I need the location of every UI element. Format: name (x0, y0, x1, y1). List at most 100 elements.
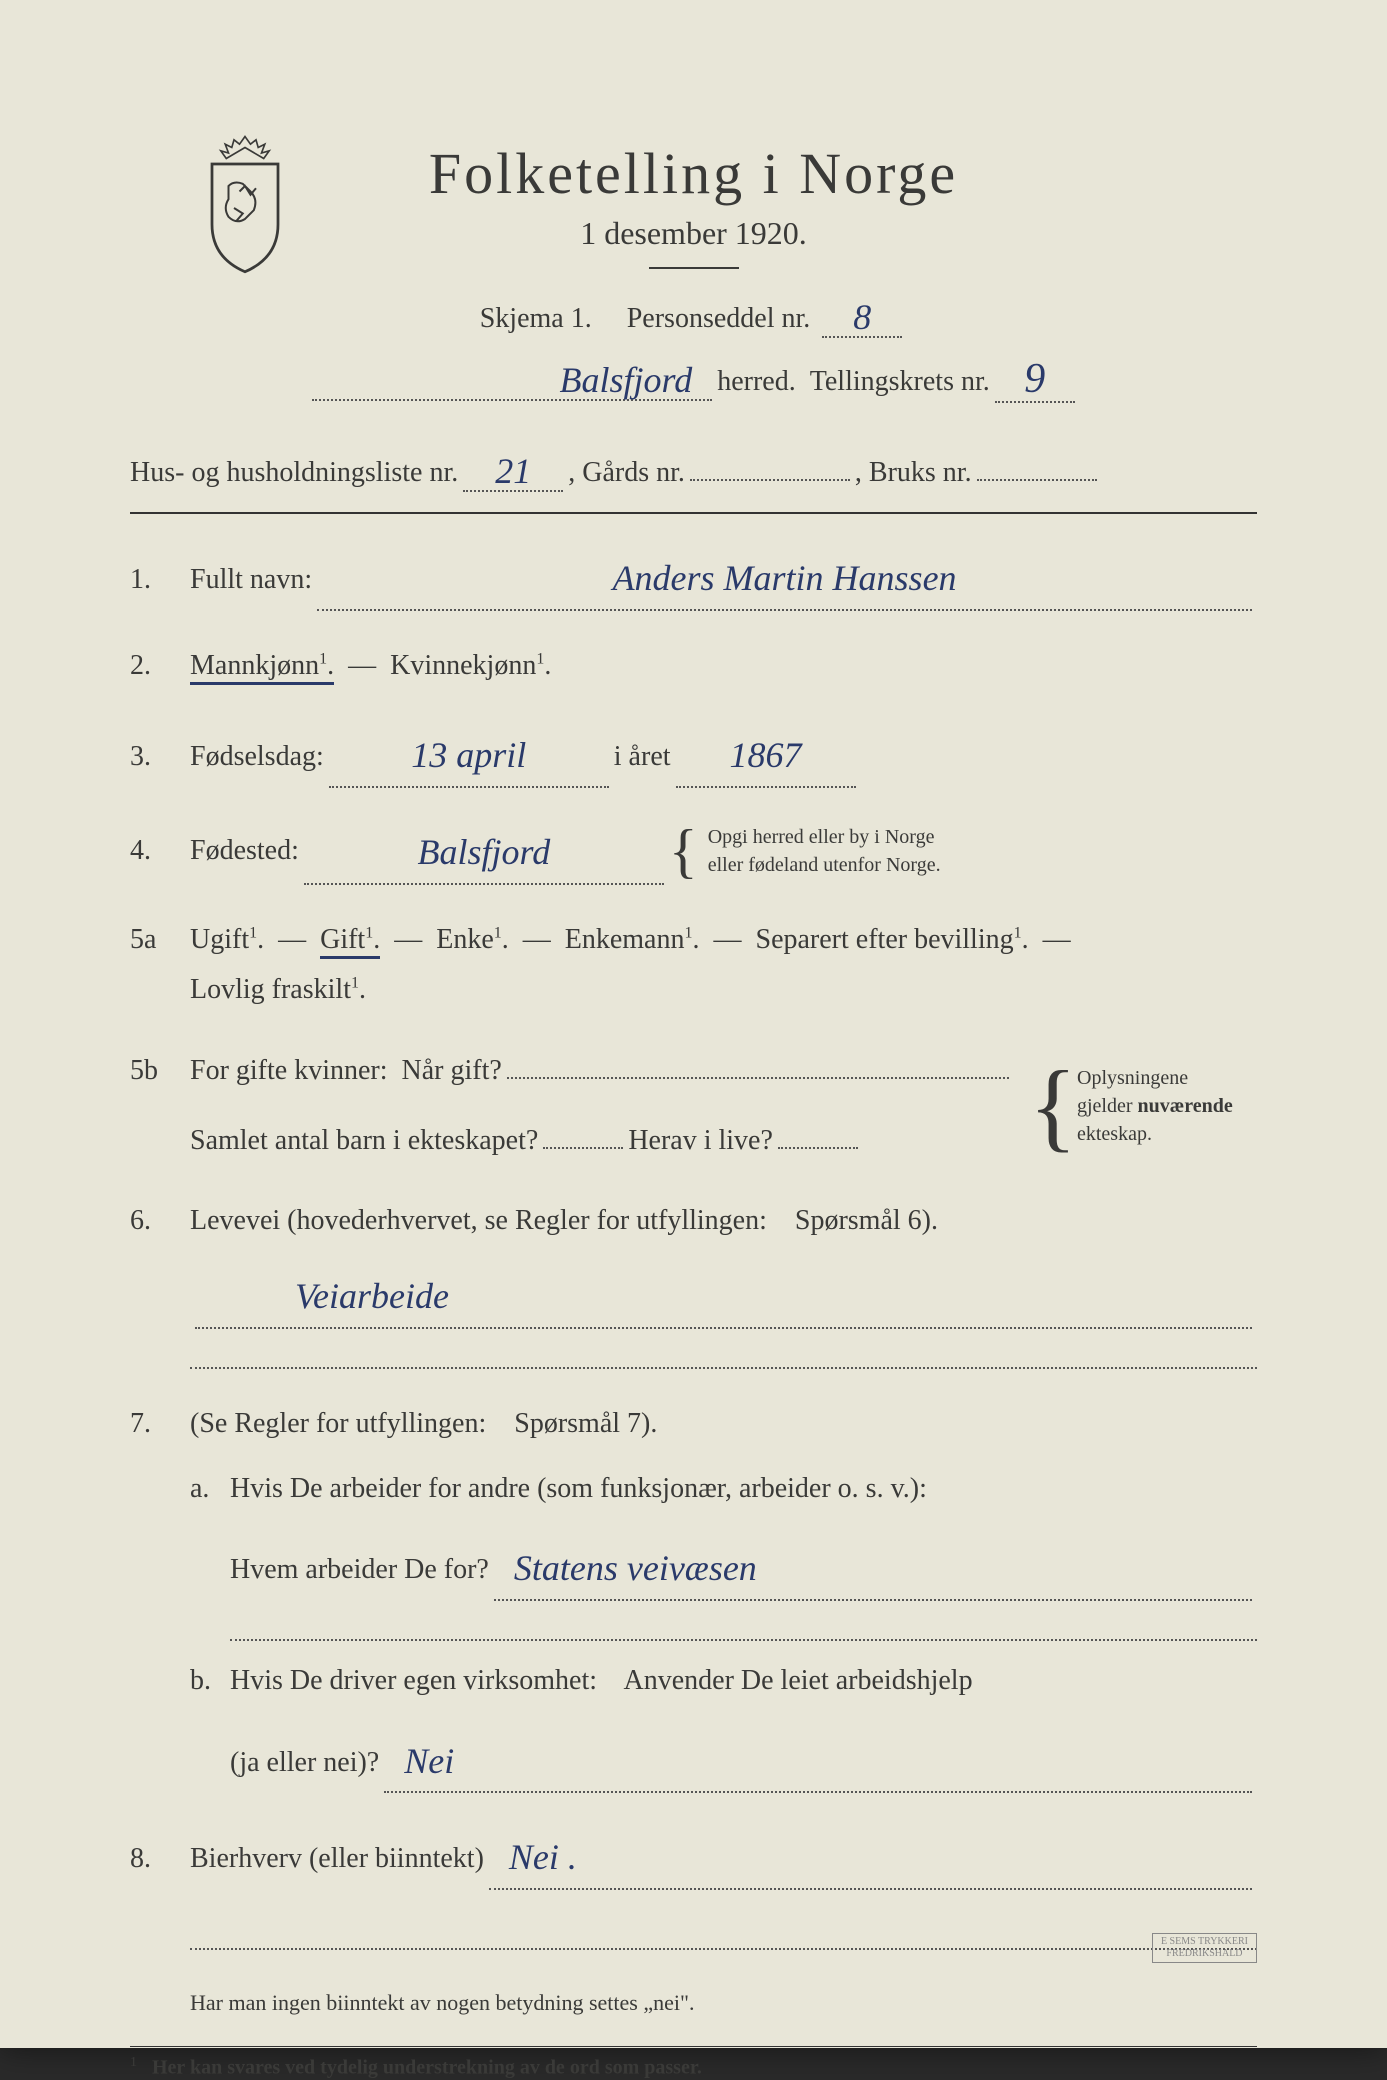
q1-num: 1. (130, 564, 190, 596)
q5b-live-field (778, 1147, 858, 1149)
brace-icon: { (669, 833, 698, 869)
divider (649, 267, 739, 269)
person-nr: 8 (853, 297, 871, 337)
herred-value: Balsfjord (560, 360, 693, 400)
q5b-label3: Samlet antal barn i ekteskapet? (190, 1116, 538, 1166)
q7-num: 7. (130, 1408, 190, 1440)
gards-label: , Gårds nr. (568, 457, 685, 489)
q5b-note2: gjelder nuværende (1077, 1092, 1257, 1120)
q5b-note: Oplysningene gjelder nuværende ekteskap. (1077, 1064, 1257, 1148)
q7a-field: Statens veivæsen (494, 1534, 1252, 1601)
q3-year-field: 1867 (676, 721, 856, 788)
q4-note: Opgi herred eller by i Norge eller fødel… (708, 823, 941, 879)
q2-num: 2. (130, 650, 190, 682)
q7a-value: Statens veivæsen (514, 1548, 757, 1588)
q5a-opt2: Gift1. (320, 924, 380, 959)
q5b-note1: Oplysningene (1077, 1064, 1257, 1092)
herred-line: Balsfjord herred. Tellingskrets nr. 9 (130, 353, 1257, 403)
q4-label: Fødested: (190, 826, 299, 876)
hus-nr: 21 (495, 451, 531, 491)
q7a-label2: Hvem arbeider De for? (230, 1545, 489, 1595)
q5b-note3: ekteskap. (1077, 1120, 1257, 1148)
footer-rule-num: 1 (130, 2055, 137, 2070)
q5a-opt3: Enke1. (436, 924, 509, 955)
q6-blank-line (190, 1339, 1257, 1369)
q6-value: Veiarbeide (295, 1276, 449, 1316)
q7a-label1: Hvis De arbeider for andre (som funksjon… (230, 1464, 1257, 1514)
question-7b: b. Hvis De driver egen virksomhet: Anven… (190, 1656, 1257, 1793)
q2-opt2: Kvinnekjønn1. (390, 650, 551, 681)
q8-blank-line (190, 1920, 1257, 1950)
q7b-label1: Hvis De driver egen virksomhet: (230, 1665, 597, 1696)
q6-field: Veiarbeide (195, 1262, 1252, 1329)
q1-label: Fullt navn: (190, 555, 312, 605)
q8-field: Nei . (489, 1823, 1252, 1890)
herred-field: Balsfjord (312, 357, 712, 401)
q7b-label2: Anvender De leiet arbeidshjelp (624, 1665, 973, 1696)
question-7a: a. Hvis De arbeider for andre (som funks… (190, 1464, 1257, 1641)
q5a-opt1: Ugift1. (190, 924, 264, 955)
q4-note2: eller fødeland utenfor Norge. (708, 851, 941, 879)
q7-label: (Se Regler for utfyllingen: (190, 1408, 486, 1439)
schema-line: Skjema 1. Personseddel nr. 8 (130, 294, 1257, 338)
q1-value: Anders Martin Hanssen (613, 558, 957, 598)
question-4: 4. Fødested: Balsfjord { Opgi herred ell… (130, 818, 1257, 885)
q4-num: 4. (130, 835, 190, 867)
question-5a: 5a Ugift1. — Gift1. — Enke1. — Enkemann1… (130, 915, 1257, 1016)
person-nr-field: 8 (822, 294, 902, 338)
question-5b: 5b For gifte kvinner: Når gift? Samlet a… (130, 1046, 1257, 1167)
q4-field: Balsfjord (304, 818, 664, 885)
question-7: 7. (Se Regler for utfyllingen: Spørsmål … (130, 1399, 1257, 1449)
q5b-gift-field (507, 1077, 1009, 1079)
q3-num: 3. (130, 741, 190, 773)
footer-note: Har man ingen biinntekt av nogen betydni… (190, 1990, 1257, 2016)
q7b-field: Nei (384, 1727, 1252, 1794)
q5b-label1: For gifte kvinner: (190, 1046, 388, 1096)
herred-label: herred. (717, 366, 796, 398)
q3-day: 13 april (411, 735, 526, 775)
q7b-letter: b. (190, 1665, 230, 1697)
document-page: Folketelling i Norge 1 desember 1920. Sk… (0, 0, 1387, 2048)
printer-stamp: E SEMS TRYKKERIFREDRIKSHALD (1152, 1933, 1257, 1963)
q4-note1: Opgi herred eller by i Norge (708, 823, 941, 851)
person-label: Personseddel nr. (627, 303, 811, 334)
question-2: 2. Mannkjønn1. — Kvinnekjønn1. (130, 641, 1257, 691)
krets-nr: 9 (1024, 356, 1045, 402)
q7b-value: Nei (404, 1741, 454, 1781)
question-3: 3. Fødselsdag: 13 april i året 1867 (130, 721, 1257, 788)
q8-value: Nei . (509, 1837, 577, 1877)
q5a-opt4: Enkemann1. (565, 924, 700, 955)
krets-field: 9 (995, 353, 1075, 403)
question-6: 6. Levevei (hovederhvervet, se Regler fo… (130, 1196, 1257, 1368)
bruks-label: , Bruks nr. (855, 457, 972, 489)
q6-num: 6. (130, 1205, 190, 1237)
q5a-opt5: Separert efter bevilling1. (756, 924, 1029, 955)
q7a-blank-line (230, 1611, 1257, 1641)
q5b-barn-field (543, 1147, 623, 1149)
q3-label: Fødselsdag: (190, 732, 324, 782)
q7a-letter: a. (190, 1473, 230, 1505)
q3-year: 1867 (730, 735, 802, 775)
q1-field: Anders Martin Hanssen (317, 544, 1252, 611)
hus-line: Hus- og husholdningsliste nr. 21 , Gårds… (130, 448, 1257, 492)
q5a-num: 5a (130, 924, 190, 956)
bruks-field (977, 479, 1097, 481)
q7-label2: Spørsmål 7). (514, 1408, 657, 1439)
q7b-label3: (ja eller nei)? (230, 1738, 379, 1788)
schema-label: Skjema 1. (480, 303, 592, 334)
q3-year-label: i året (614, 732, 671, 782)
q4-value: Balsfjord (418, 832, 551, 872)
hus-label: Hus- og husholdningsliste nr. (130, 457, 458, 489)
crest-icon (190, 130, 300, 275)
question-8: 8. Bierhverv (eller biinntekt) Nei . (130, 1823, 1257, 1890)
brace-icon: { (1029, 1086, 1077, 1126)
q8-num: 8. (130, 1843, 190, 1875)
question-1: 1. Fullt navn: Anders Martin Hanssen (130, 544, 1257, 611)
q6-label: Levevei (hovederhvervet, se Regler for u… (190, 1205, 767, 1236)
q8-label: Bierhverv (eller biinntekt) (190, 1834, 484, 1884)
q5a-opt6: Lovlig fraskilt1. (190, 974, 366, 1005)
q5b-num: 5b (130, 1055, 190, 1087)
gards-field (690, 479, 850, 481)
q3-day-field: 13 april (329, 721, 609, 788)
footer-rule-text: Her kan svares ved tydelig understreknin… (152, 2057, 702, 2079)
